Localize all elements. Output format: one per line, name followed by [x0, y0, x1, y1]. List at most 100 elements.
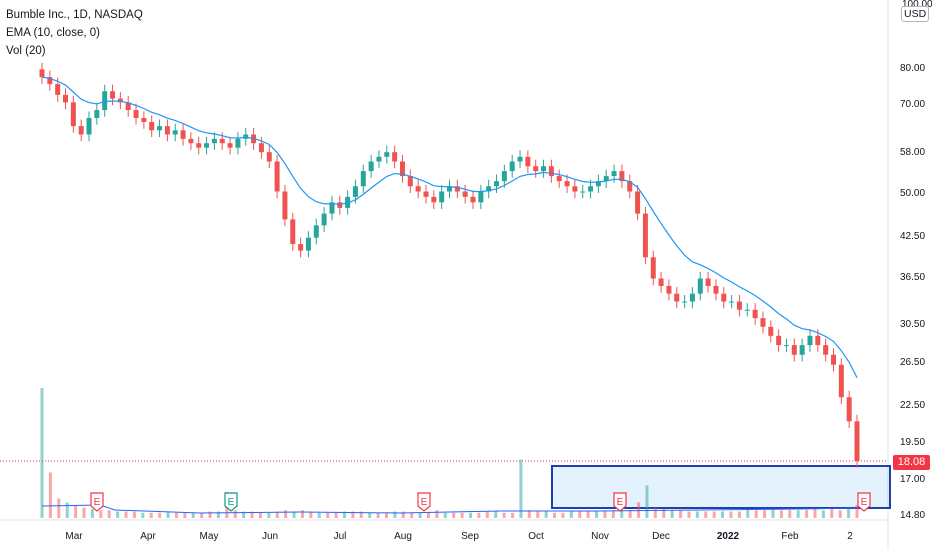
volume-bar [351, 511, 355, 518]
candle-body [854, 421, 860, 461]
volume-bar [771, 508, 775, 518]
volume-bar [435, 510, 439, 518]
volume-bar [267, 512, 271, 518]
candle-body [392, 152, 398, 162]
volume-bar [393, 511, 397, 518]
volume-bar [342, 511, 346, 518]
volume-bar [368, 512, 372, 518]
candle-body [94, 110, 100, 118]
candle-body [807, 335, 813, 346]
candle-body [674, 293, 680, 302]
volume-bar [586, 511, 590, 518]
candle-body [830, 354, 836, 365]
candle-body [47, 77, 53, 85]
candle-body [196, 143, 202, 148]
y-tick-label: 36.50 [900, 272, 925, 283]
candle-body [486, 186, 492, 192]
candle-body [705, 278, 711, 286]
candle-body [266, 152, 272, 162]
volume-bar [149, 512, 153, 518]
volume-bar [208, 511, 212, 518]
x-tick-label: Sep [461, 531, 479, 542]
earnings-marker [857, 492, 871, 512]
candle-body [149, 122, 155, 131]
candle-body [305, 237, 311, 251]
earnings-marker [90, 492, 104, 512]
candle-body [470, 196, 476, 203]
candle-body [407, 176, 413, 187]
volume-bar [788, 510, 792, 518]
candle-body [721, 293, 727, 302]
demand-zone-box [551, 465, 891, 509]
y-tick-label: 42.50 [900, 231, 925, 242]
volume-bar [779, 510, 783, 518]
candle-body [337, 202, 343, 208]
candle-body [650, 257, 656, 279]
candle-body [399, 161, 405, 177]
volume-bar [250, 511, 254, 518]
volume-bar [40, 388, 44, 518]
candle-body [682, 301, 688, 303]
volume-bar [469, 512, 473, 518]
candle-body [619, 171, 625, 182]
volume-bar [309, 511, 313, 518]
x-tick-label: Nov [591, 531, 609, 542]
volume-bar [712, 511, 716, 518]
volume-bar [805, 510, 809, 518]
legend-ema: EMA (10, close, 0) [6, 27, 100, 39]
y-tick-label: 14.80 [900, 510, 925, 521]
candle-body [290, 219, 296, 245]
volume-bar [821, 510, 825, 518]
earnings-marker [224, 492, 238, 512]
volume-bar [426, 512, 430, 518]
earnings-marker [613, 492, 627, 512]
y-tick-label: 26.50 [900, 357, 925, 368]
candle-body [313, 225, 319, 238]
volume-bar [494, 511, 498, 518]
volume-bar [233, 510, 237, 518]
candle-body [164, 126, 170, 135]
candle-body [298, 244, 304, 251]
volume-bar [57, 498, 61, 518]
volume-bar [258, 512, 262, 518]
volume-bar [65, 502, 69, 518]
currency-button[interactable]: USD [901, 6, 930, 22]
volume-bar [300, 510, 304, 518]
chart-legend: Bumble Inc., 1D, NASDAQ EMA (10, close, … [6, 6, 143, 60]
legend-volume: Vol (20) [6, 45, 46, 57]
candle-body [611, 171, 617, 177]
candle-body [752, 309, 758, 319]
candle-body [736, 301, 742, 310]
candle-body [768, 326, 774, 336]
candle-body [517, 156, 523, 162]
volume-bar [48, 472, 52, 518]
volume-bar [578, 511, 582, 518]
volume-bar [796, 510, 800, 518]
volume-bar [754, 510, 758, 518]
candle-body [642, 213, 648, 258]
candle-body [423, 191, 429, 197]
candle-body [329, 202, 335, 214]
volume-bar [536, 511, 540, 518]
candle-body [447, 186, 452, 192]
candle-body [78, 126, 84, 135]
candle-body [384, 152, 390, 157]
volume-bar [200, 512, 204, 518]
candle-body [595, 181, 601, 187]
volume-bar [670, 510, 674, 518]
volume-bar [460, 512, 464, 518]
y-tick-label: 30.50 [900, 319, 925, 330]
axis-top-label: 100.00 [902, 0, 932, 10]
ema-line [41, 76, 858, 378]
candle-body [415, 186, 421, 192]
candle-body [729, 301, 735, 303]
earnings-marker-label: E [94, 497, 101, 508]
x-tick-label: Aug [394, 531, 412, 542]
volume-bar [242, 511, 246, 518]
candle-body [846, 397, 852, 422]
y-tick-label: 80.00 [900, 63, 925, 74]
volume-bar [284, 510, 288, 518]
candle-body [439, 191, 445, 203]
candle-body [102, 91, 108, 111]
